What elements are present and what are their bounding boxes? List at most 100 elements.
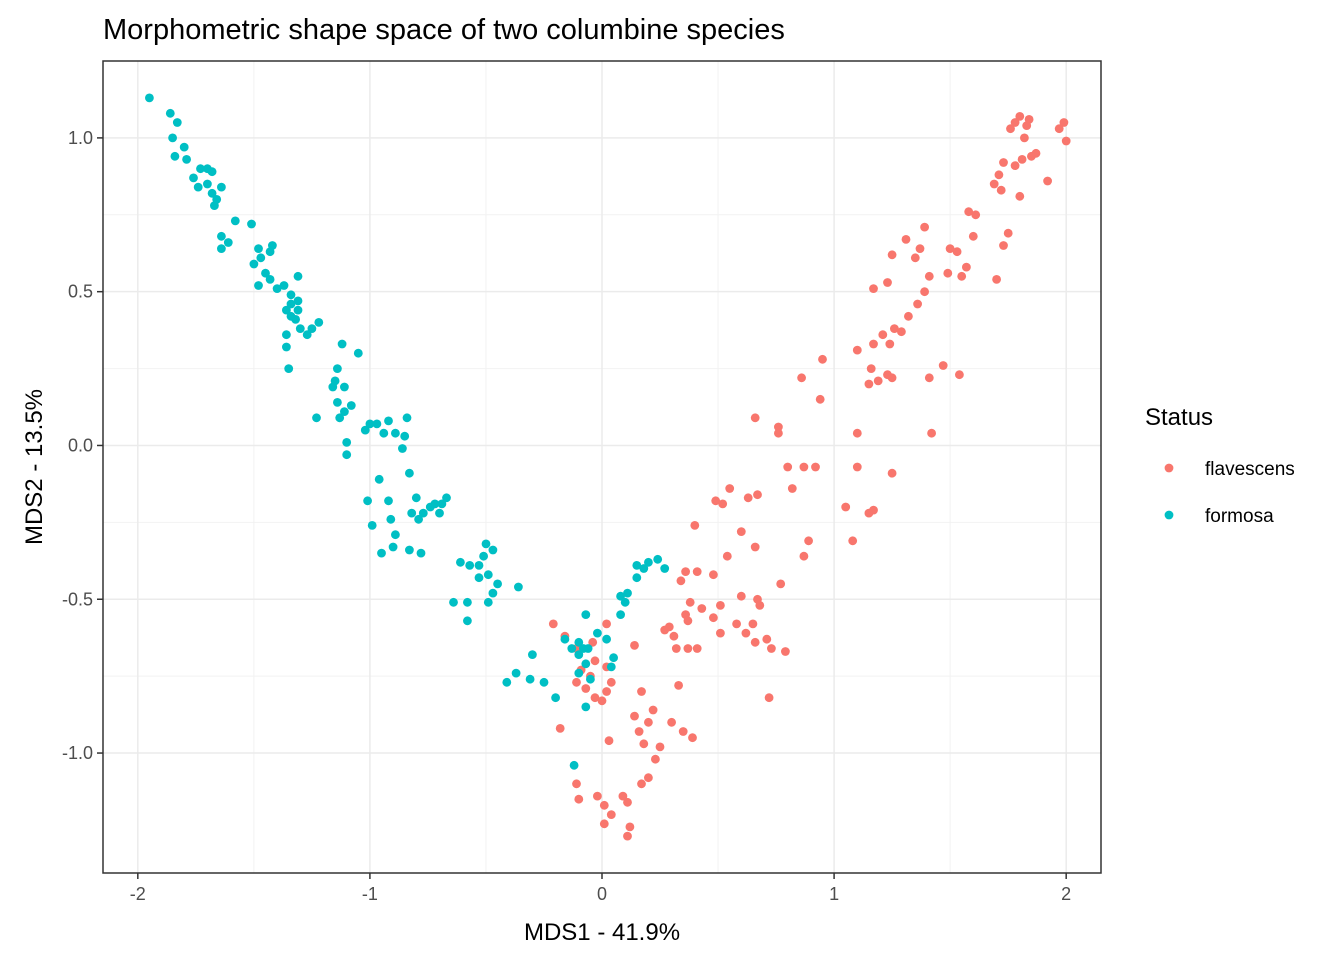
- data-point: [716, 601, 725, 610]
- legend-title: Status: [1145, 404, 1213, 431]
- data-point: [890, 324, 899, 333]
- data-point: [818, 354, 827, 364]
- data-point: [873, 376, 883, 386]
- data-points: [145, 93, 1071, 841]
- legend-label-formosa: formosa: [1205, 506, 1274, 527]
- data-point: [887, 468, 897, 478]
- data-point: [560, 634, 570, 644]
- data-point: [483, 570, 493, 580]
- data-point: [474, 573, 484, 583]
- data-point: [574, 650, 584, 659]
- data-point: [616, 610, 625, 619]
- data-point: [764, 693, 774, 703]
- data-point: [590, 656, 600, 666]
- data-point: [924, 373, 934, 383]
- data-point: [210, 201, 219, 211]
- data-point: [1059, 118, 1069, 127]
- data-point: [360, 425, 370, 435]
- data-point: [312, 413, 321, 423]
- data-point: [678, 727, 688, 736]
- data-point: [405, 468, 414, 478]
- data-point: [753, 490, 762, 500]
- data-point: [391, 530, 400, 540]
- data-point: [602, 687, 611, 696]
- data-point: [864, 508, 874, 518]
- data-point: [340, 382, 349, 392]
- data-point: [604, 736, 614, 746]
- data-point: [265, 275, 275, 284]
- data-point: [736, 527, 746, 536]
- data-point: [474, 561, 484, 570]
- data-point: [377, 548, 386, 558]
- data-point: [989, 179, 999, 189]
- data-point: [681, 567, 690, 576]
- data-point: [964, 207, 974, 217]
- data-point: [416, 548, 426, 558]
- legend-label-flavescens: flavescens: [1205, 459, 1295, 480]
- legend-key-flavescens: [1164, 463, 1174, 473]
- data-point: [333, 398, 342, 407]
- data-point: [254, 281, 263, 290]
- data-point: [692, 644, 702, 653]
- data-point: [170, 151, 180, 161]
- data-point: [1015, 112, 1025, 121]
- data-point: [750, 637, 760, 647]
- data-point: [869, 339, 878, 349]
- x-tick-label: -1: [362, 884, 378, 904]
- data-point: [247, 219, 256, 229]
- data-point: [193, 182, 203, 192]
- data-point: [282, 342, 291, 352]
- data-point: [774, 422, 783, 432]
- data-point: [709, 570, 718, 580]
- data-point: [400, 431, 410, 441]
- data-point: [924, 271, 934, 281]
- data-point: [168, 133, 178, 143]
- data-point: [996, 185, 1006, 195]
- data-point: [945, 244, 955, 254]
- series-flavescens: [548, 112, 1071, 841]
- data-point: [787, 484, 797, 493]
- data-point: [488, 588, 498, 598]
- data-point: [1027, 151, 1036, 161]
- data-point: [602, 634, 611, 644]
- data-point: [411, 493, 421, 503]
- data-point: [314, 318, 324, 327]
- data-point: [574, 668, 584, 678]
- y-tick-label: 0.0: [68, 435, 93, 455]
- data-point: [634, 727, 644, 736]
- data-point: [567, 644, 577, 653]
- data-point: [639, 739, 649, 749]
- data-point: [697, 604, 707, 613]
- legend: Status flavescens formosa: [1145, 404, 1295, 527]
- legend-key-formosa: [1164, 510, 1174, 520]
- data-point: [623, 797, 632, 807]
- data-point: [363, 496, 372, 506]
- data-point: [479, 551, 488, 561]
- data-point: [367, 521, 377, 530]
- data-point: [797, 373, 806, 383]
- data-point: [574, 794, 584, 804]
- data-point: [1006, 124, 1015, 134]
- data-point: [353, 348, 363, 358]
- data-point: [586, 674, 595, 684]
- data-point: [384, 496, 393, 506]
- data-point: [1024, 115, 1034, 124]
- data-point: [272, 284, 282, 293]
- data-point: [957, 271, 967, 281]
- data-point: [660, 625, 670, 635]
- data-point: [630, 641, 639, 650]
- data-point: [602, 619, 611, 629]
- data-point: [920, 287, 929, 297]
- data-point: [743, 493, 753, 503]
- data-point: [172, 118, 182, 127]
- data-point: [722, 551, 732, 561]
- data-point: [655, 742, 665, 752]
- data-point: [683, 616, 693, 626]
- data-point: [718, 499, 728, 509]
- data-point: [994, 170, 1004, 180]
- data-point: [265, 247, 275, 257]
- data-point: [414, 514, 423, 524]
- x-tick-label: 0: [597, 884, 607, 904]
- data-point: [904, 311, 913, 321]
- data-point: [388, 542, 398, 552]
